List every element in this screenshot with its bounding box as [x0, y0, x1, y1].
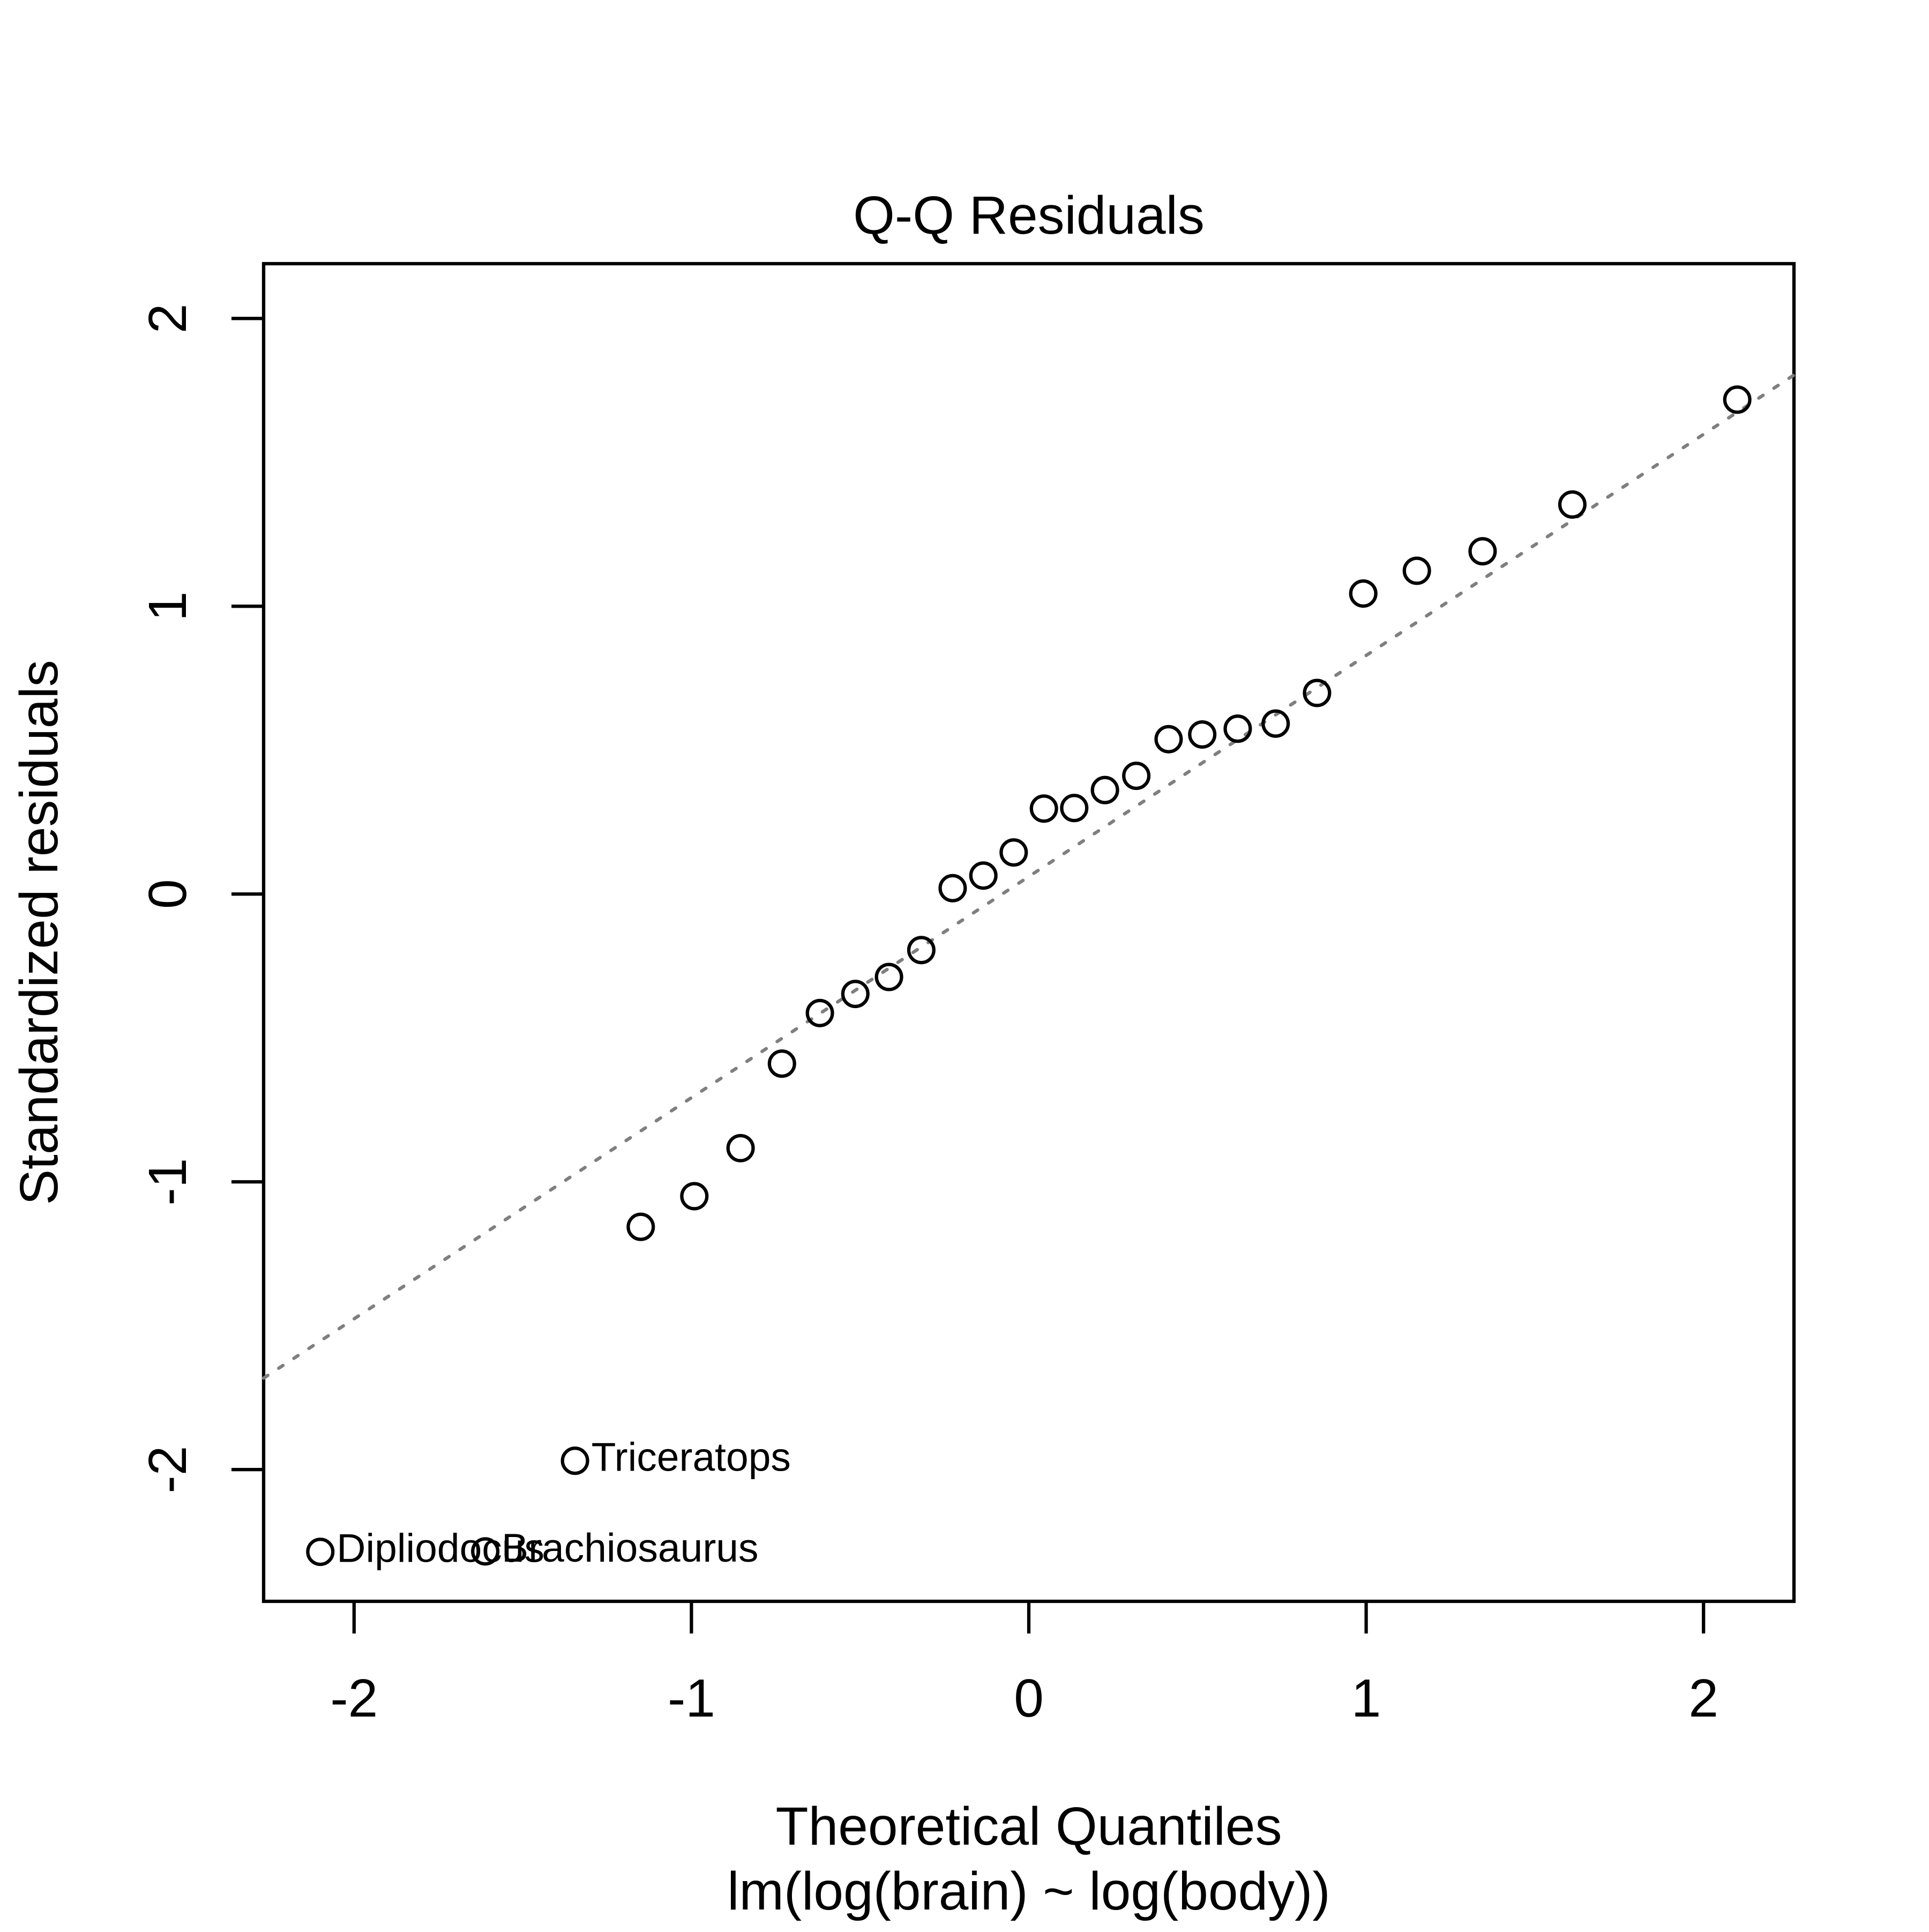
svg-text:Brachiosaurus: Brachiosaurus — [502, 1525, 758, 1570]
svg-text:2: 2 — [1688, 1668, 1718, 1728]
svg-text:-2: -2 — [138, 1446, 198, 1494]
svg-text:Triceratops: Triceratops — [592, 1435, 791, 1480]
svg-text:-1: -1 — [668, 1668, 715, 1728]
svg-text:1: 1 — [138, 591, 198, 621]
svg-text:lm(log(brain) ~ log(body)): lm(log(brain) ~ log(body)) — [727, 1861, 1330, 1921]
svg-text:1: 1 — [1351, 1668, 1381, 1728]
svg-text:-1: -1 — [138, 1158, 198, 1206]
svg-text:0: 0 — [138, 879, 198, 909]
svg-text:Dipliodocus: Dipliodocus — [337, 1526, 544, 1571]
svg-text:-2: -2 — [330, 1668, 378, 1728]
svg-text:Standardized residuals: Standardized residuals — [9, 660, 69, 1205]
svg-text:0: 0 — [1014, 1668, 1044, 1728]
svg-text:2: 2 — [138, 303, 198, 333]
svg-text:Q-Q Residuals: Q-Q Residuals — [853, 185, 1205, 245]
svg-text:Theoretical Quantiles: Theoretical Quantiles — [776, 1796, 1282, 1856]
